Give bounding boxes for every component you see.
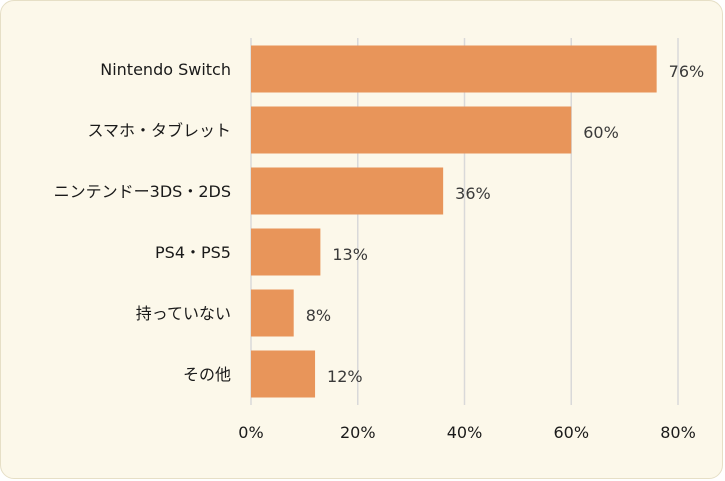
category-label: その他 xyxy=(183,365,231,384)
x-axis-ticks: 0% 20% 40% 60% 80% xyxy=(238,423,695,442)
value-label: 13% xyxy=(332,245,368,264)
bar xyxy=(251,106,572,154)
x-tick-label: 60% xyxy=(553,423,589,442)
bar xyxy=(251,228,321,276)
category-label: 持っていない xyxy=(136,304,231,323)
value-label: 8% xyxy=(306,306,331,325)
bar xyxy=(251,45,657,93)
category-label: Nintendo Switch xyxy=(100,60,231,79)
value-label: 60% xyxy=(583,123,619,142)
value-labels: 76% 60% 36% 13% 8% 12% xyxy=(306,62,705,386)
bar xyxy=(251,289,294,337)
value-label: 12% xyxy=(327,367,363,386)
x-tick-label: 40% xyxy=(447,423,483,442)
category-label: PS4・PS5 xyxy=(155,243,231,262)
gridlines xyxy=(250,38,679,405)
bars xyxy=(251,45,657,398)
bar xyxy=(251,350,316,398)
value-label: 76% xyxy=(669,62,705,81)
category-label: ニンテンドー3DS・2DS xyxy=(54,182,231,201)
x-tick-label: 80% xyxy=(660,423,696,442)
category-label: スマホ・タブレット xyxy=(87,121,231,140)
bar xyxy=(251,167,444,215)
x-tick-label: 20% xyxy=(340,423,376,442)
x-tick-label: 0% xyxy=(238,423,263,442)
value-label: 36% xyxy=(455,184,491,203)
